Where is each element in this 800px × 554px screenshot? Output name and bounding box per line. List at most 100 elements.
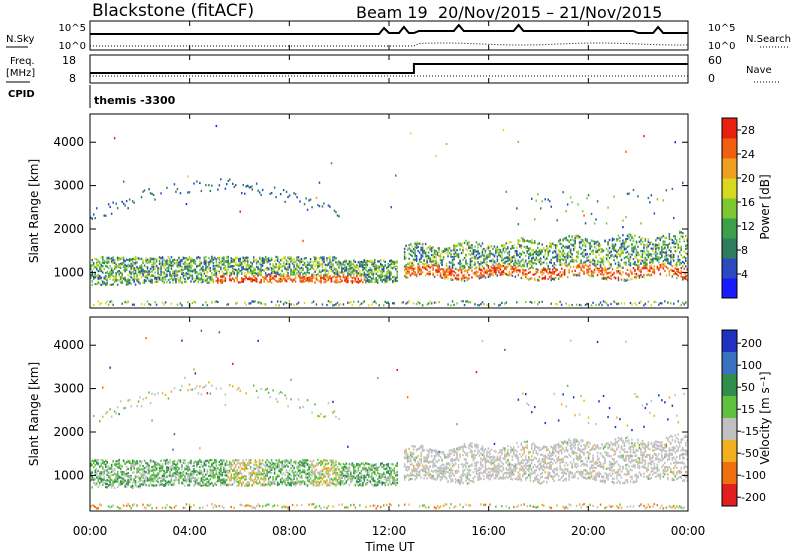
range-cell xyxy=(244,268,246,271)
range-cell xyxy=(435,155,437,158)
range-cell xyxy=(269,192,271,195)
range-cell xyxy=(139,273,141,276)
range-cell xyxy=(254,279,256,282)
range-cell xyxy=(100,263,102,266)
range-cell xyxy=(191,278,194,281)
range-cell xyxy=(596,240,599,243)
range-cell xyxy=(483,275,485,278)
range-cell xyxy=(574,269,576,272)
range-cell xyxy=(100,267,102,270)
range-cell xyxy=(583,214,585,217)
range-cell xyxy=(649,274,651,277)
range-cell xyxy=(351,271,354,274)
range-cell xyxy=(566,265,569,268)
range-cell xyxy=(318,270,321,273)
range-cell xyxy=(139,282,141,285)
range-cell xyxy=(656,237,659,240)
range-cell xyxy=(260,267,262,270)
range-cell xyxy=(538,301,540,304)
range-cell xyxy=(511,256,514,259)
range-cell xyxy=(486,247,488,250)
range-cell xyxy=(321,260,324,263)
range-cell xyxy=(242,280,244,283)
range-cell xyxy=(519,252,521,255)
range-cell xyxy=(492,267,494,270)
range-cell xyxy=(109,366,111,369)
range-cell xyxy=(209,280,212,283)
range-cell xyxy=(643,135,645,138)
range-cell xyxy=(516,207,518,210)
range-cell xyxy=(131,200,134,203)
range-cell xyxy=(668,233,671,236)
range-cell xyxy=(294,193,297,196)
range-cell xyxy=(653,252,656,255)
range-cell xyxy=(282,303,285,306)
range-cell xyxy=(604,266,606,269)
range-cell xyxy=(233,269,235,273)
range-cell xyxy=(205,255,207,259)
range-cell xyxy=(447,273,449,277)
range-cell xyxy=(686,240,688,243)
range-cell xyxy=(143,275,146,278)
range-cell xyxy=(112,278,114,281)
range-cell xyxy=(221,281,224,284)
range-cell xyxy=(552,271,554,274)
range-cell xyxy=(493,245,496,248)
range-cell xyxy=(613,248,615,251)
range-cell xyxy=(408,268,410,271)
range-cell xyxy=(421,248,424,252)
range-cell xyxy=(238,264,240,267)
range-cell xyxy=(133,201,135,204)
range-cell xyxy=(604,270,606,273)
range-cell xyxy=(134,258,137,261)
range-cell xyxy=(306,277,309,280)
range-cell xyxy=(139,483,141,486)
range-cell xyxy=(330,270,333,273)
range-cell xyxy=(662,260,665,263)
range-cell xyxy=(578,262,581,265)
range-cell xyxy=(288,300,291,303)
range-cell xyxy=(288,263,291,266)
range-cell xyxy=(365,260,367,263)
range-cell xyxy=(300,257,303,261)
range-cell xyxy=(369,268,372,271)
range-cell xyxy=(293,303,295,306)
range-cell xyxy=(622,266,624,269)
range-cell xyxy=(179,263,182,266)
range-cell xyxy=(430,249,433,252)
range-cell xyxy=(202,265,204,268)
range-cell xyxy=(519,269,521,272)
range-cell xyxy=(134,277,137,280)
range-cell xyxy=(241,269,243,272)
range-cell xyxy=(208,267,210,270)
range-cell xyxy=(359,260,361,263)
range-cell xyxy=(664,265,666,268)
range-cell xyxy=(139,270,141,273)
range-cell xyxy=(620,253,623,256)
range-cell xyxy=(656,259,659,262)
range-cell xyxy=(427,255,430,258)
range-cell xyxy=(511,271,514,274)
range-cell xyxy=(572,260,575,263)
range-cell xyxy=(445,274,448,277)
range-cell xyxy=(610,265,612,268)
range-cell xyxy=(139,486,141,489)
range-cell xyxy=(303,203,306,206)
range-cell xyxy=(233,268,235,271)
range-cell xyxy=(294,276,297,279)
range-cell xyxy=(267,257,270,260)
range-cell xyxy=(601,277,603,280)
range-cell xyxy=(435,253,437,256)
range-cell xyxy=(158,260,161,263)
range-cell xyxy=(534,218,536,221)
range-cell xyxy=(143,506,146,509)
range-cell xyxy=(238,281,240,284)
range-cell xyxy=(109,506,111,509)
range-cell xyxy=(285,279,288,282)
range-cell xyxy=(492,272,494,275)
range-cell xyxy=(620,251,623,254)
range-cell xyxy=(291,262,294,265)
range-cell xyxy=(586,252,588,256)
range-cell xyxy=(592,252,594,255)
range-cell xyxy=(682,301,684,304)
